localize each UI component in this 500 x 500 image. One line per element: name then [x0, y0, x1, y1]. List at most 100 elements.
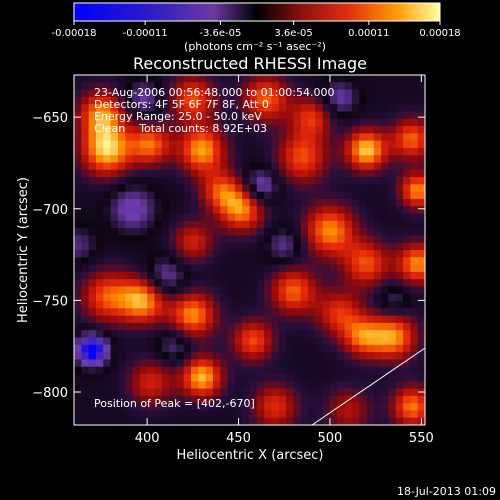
- heatmap-cell: [74, 206, 82, 215]
- heatmap-cell: [322, 293, 331, 302]
- heatmap-cell: [154, 337, 163, 346]
- heatmap-cell: [417, 330, 425, 339]
- heatmap-cell: [249, 191, 258, 200]
- heatmap-cell: [161, 322, 170, 331]
- heatmap-cell: [278, 410, 287, 419]
- heatmap-cell: [220, 118, 229, 127]
- heatmap-cell: [176, 322, 185, 331]
- heatmap-cell: [249, 388, 258, 397]
- heatmap-cell: [410, 279, 419, 288]
- heatmap-cell: [286, 169, 294, 178]
- heatmap-cell: [205, 235, 214, 244]
- heatmap-cell: [132, 118, 141, 127]
- heatmap-cell: [227, 82, 236, 91]
- heatmap-cell: [286, 242, 294, 251]
- heatmap-cell: [322, 111, 331, 120]
- heatmap-cell: [403, 206, 411, 215]
- heatmap-cell: [125, 366, 134, 375]
- heatmap-cell: [132, 155, 141, 164]
- heatmap-cell: [139, 75, 148, 83]
- heatmap-cell: [278, 228, 287, 237]
- heatmap-cell: [110, 381, 119, 390]
- heatmap-cell: [410, 111, 419, 120]
- heatmap-cell: [110, 366, 119, 375]
- heatmap-cell: [169, 169, 177, 178]
- heatmap-cell: [212, 155, 221, 164]
- heatmap-cell: [403, 301, 411, 309]
- heatmap-cell: [337, 191, 346, 200]
- heatmap-cell: [125, 395, 134, 404]
- heatmap-cell: [191, 213, 199, 222]
- heatmap-cell: [256, 220, 265, 229]
- heatmap-cell: [103, 220, 112, 229]
- heatmap-cell: [388, 388, 397, 397]
- heatmap-cell: [395, 82, 404, 91]
- heatmap-cell: [249, 206, 258, 215]
- heatmap-cell: [300, 242, 309, 251]
- heatmap-cell: [337, 330, 346, 339]
- heatmap-cell: [205, 410, 214, 419]
- heatmap-cell: [125, 322, 134, 331]
- heatmap-cell: [169, 352, 177, 360]
- heatmap-cell: [308, 228, 316, 237]
- heatmap-cell: [249, 104, 258, 113]
- heatmap-cell: [191, 366, 199, 375]
- heatmap-cell: [110, 82, 119, 91]
- heatmap-cell: [88, 162, 97, 171]
- heatmap-cell: [183, 301, 192, 309]
- heatmap-cell: [95, 293, 104, 302]
- heatmap-cell: [366, 198, 375, 207]
- heatmap-cell: [183, 403, 192, 412]
- heatmap-cell: [242, 177, 251, 185]
- heatmap-cell: [88, 213, 97, 222]
- heatmap-cell: [271, 308, 280, 317]
- heatmap-cell: [351, 147, 360, 156]
- heatmap-cell: [381, 388, 390, 397]
- heatmap-cell: [161, 388, 170, 397]
- heatmap-cell: [117, 417, 126, 425]
- heatmap-cell: [147, 126, 156, 134]
- heatmap-cell: [366, 337, 375, 346]
- heatmap-cell: [147, 82, 156, 91]
- heatmap-cell: [337, 169, 346, 178]
- heatmap-cell: [359, 96, 368, 105]
- heatmap-cell: [242, 410, 251, 419]
- heatmap-cell: [322, 366, 331, 375]
- heatmap-cell: [337, 344, 346, 353]
- heatmap-cell: [110, 330, 119, 339]
- heatmap-cell: [264, 213, 273, 222]
- heatmap-cell: [81, 330, 90, 339]
- heatmap-cell: [125, 133, 134, 142]
- heatmap-cell: [212, 395, 221, 404]
- heatmap-cell: [169, 330, 177, 339]
- heatmap-cell: [205, 381, 214, 390]
- x-axis-label: Heliocentric X (arcsec): [177, 448, 324, 463]
- heatmap-cell: [366, 242, 375, 251]
- heatmap-cell: [220, 388, 229, 397]
- heatmap-cell: [234, 403, 243, 412]
- heatmap-cell: [315, 169, 324, 178]
- heatmap-cell: [322, 140, 331, 149]
- heatmap-cell: [278, 198, 287, 207]
- heatmap-cell: [132, 250, 141, 258]
- heatmap-cell: [337, 264, 346, 273]
- heatmap-cell: [139, 104, 148, 113]
- heatmap-cell: [176, 373, 185, 382]
- heatmap-cell: [403, 344, 411, 353]
- heatmap-cell: [410, 344, 419, 353]
- heatmap-cell: [322, 410, 331, 419]
- heatmap-cell: [242, 220, 251, 229]
- heatmap-cell: [154, 133, 163, 142]
- heatmap-cell: [117, 89, 126, 98]
- heatmap-cell: [264, 373, 273, 382]
- heatmap-cell: [147, 162, 156, 171]
- heatmap-cell: [125, 257, 134, 266]
- heatmap-cell: [95, 308, 104, 317]
- heatmap-cell: [234, 118, 243, 127]
- heatmap-cell: [117, 250, 126, 258]
- heatmap-cell: [403, 366, 411, 375]
- heatmap-cell: [205, 228, 214, 237]
- heatmap-cell: [366, 403, 375, 412]
- heatmap-cell: [351, 206, 360, 215]
- heatmap-cell: [161, 82, 170, 91]
